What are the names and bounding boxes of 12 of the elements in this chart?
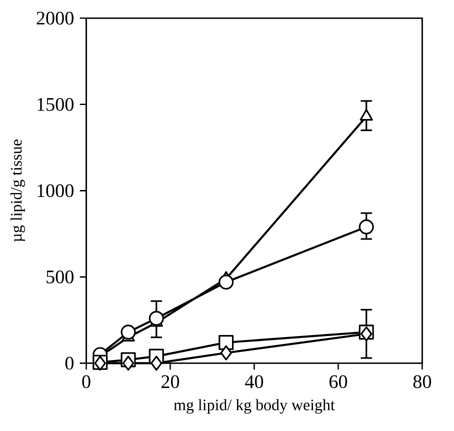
x-tick-label: 40 xyxy=(245,375,264,388)
y-tick-label: 0 xyxy=(65,356,74,370)
x-tick-label: 60 xyxy=(329,375,348,388)
x-tick-label: 20 xyxy=(162,375,180,388)
y-axis-title: µg lipid/g tissue xyxy=(10,140,25,242)
y-tick-label: 2000 xyxy=(36,12,74,24)
y-tick-label: 1500 xyxy=(38,98,74,111)
y-tick-label: 1000 xyxy=(38,184,74,197)
x-tick-label: 0 xyxy=(82,375,90,388)
y-tick-label: 500 xyxy=(46,270,74,284)
x-axis-title: mg lipid/ kg body weight xyxy=(174,398,335,414)
x-tick-label: 80 xyxy=(413,375,432,388)
